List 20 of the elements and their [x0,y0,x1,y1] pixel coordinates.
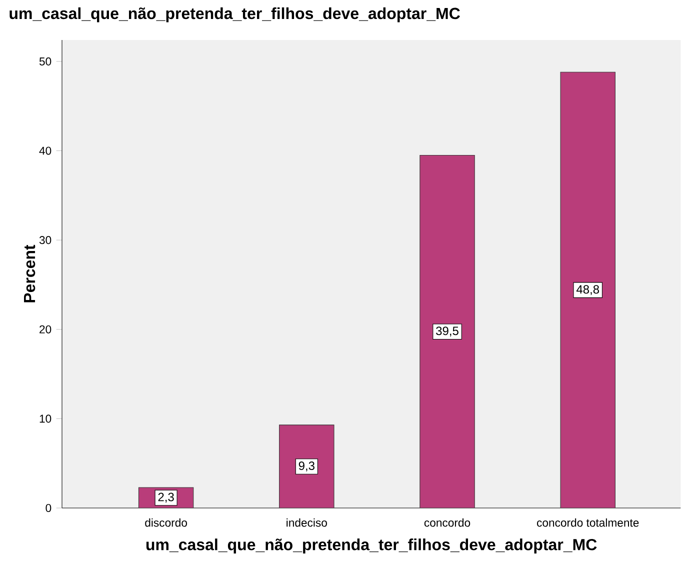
data-label: 9,3 [298,462,314,472]
x-tick-label: concordo totalmente [537,518,639,527]
chart-title: um_casal_que_não_pretenda_ter_filhos_deve_adoptar_MC [10,7,460,22]
y-axis-title: Percent [24,244,36,302]
data-label: 39,5 [436,326,458,337]
bar [560,72,616,508]
y-tick-label: 20 [40,325,52,334]
y-tick-label: 50 [39,57,52,66]
data-label: 2,3 [158,492,174,503]
y-tick-label: 0 [46,504,52,512]
data-label: 48,8 [576,285,600,296]
bar [420,154,475,508]
x-axis-title: um_casal_que_não_pretenda_ter_filhos_deve_adoptar_MC [146,538,597,554]
x-tick-label: indeciso [286,518,327,527]
y-tick-label: 30 [39,236,52,244]
x-tick-label: concordo [424,518,470,527]
y-tick-label: 10 [40,414,52,423]
x-tick-label: discordo [145,518,187,527]
bar [279,424,334,508]
y-tick-label: 40 [39,146,52,155]
